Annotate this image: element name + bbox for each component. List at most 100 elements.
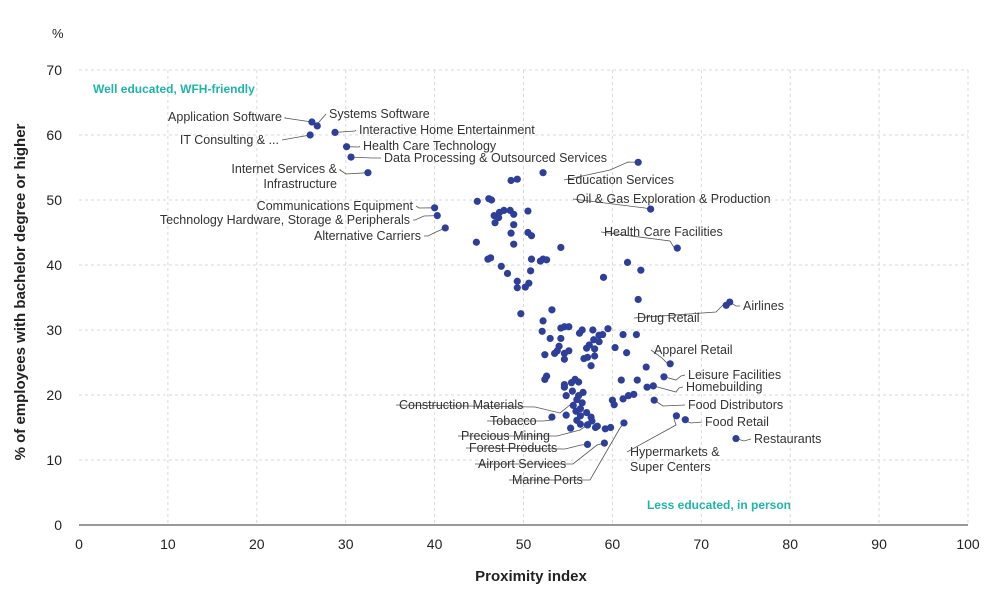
x-tick-label: 80 (782, 536, 798, 552)
data-point (527, 232, 536, 240)
y-tick-label: 0 (54, 517, 62, 533)
quadrant-label-top-left: Well educated, WFH-friendly (93, 82, 255, 96)
data-point (604, 325, 612, 333)
point-label: Health Care Facilities (604, 225, 723, 239)
axis-layer: 0 10 20 30 40 50 60 70 80 90 100 0 10 20 30 40 50 60 70 (46, 62, 979, 552)
data-point (607, 423, 615, 432)
data-point (513, 175, 521, 183)
leader-line (563, 161, 639, 181)
data-point (491, 219, 499, 227)
point-label: Airport Services (478, 457, 566, 471)
data-point (538, 327, 546, 335)
leader-line (413, 215, 438, 221)
point-label: Restaurants (754, 432, 821, 446)
labeled-data-point (433, 212, 441, 220)
labeled-data-point (650, 396, 658, 404)
y-tick-label: 40 (46, 257, 62, 273)
data-point (557, 243, 565, 252)
data-point (484, 255, 492, 263)
point-label: Precious Mining (461, 429, 550, 443)
x-tick-label: 10 (160, 536, 176, 552)
point-label: Communications Equipment (257, 199, 414, 213)
labeled-data-point (441, 224, 449, 232)
leader-line (284, 117, 312, 123)
point-label: Alternative Carriers (314, 229, 421, 243)
data-point (507, 176, 515, 185)
data-point (551, 349, 559, 357)
data-point (557, 334, 565, 343)
point-label: Technology Hardware, Storage & Periphera… (160, 213, 410, 227)
y-tick-label: 30 (46, 322, 62, 338)
labeled-data-point (548, 413, 556, 421)
y-unit-label: % (52, 26, 64, 41)
data-point (619, 330, 627, 339)
data-point (632, 330, 641, 339)
x-tick-label: 30 (338, 536, 354, 552)
data-point (630, 390, 638, 398)
data-point (583, 408, 591, 417)
data-point (575, 329, 584, 337)
point-label: Tobacco (490, 414, 537, 428)
data-point (634, 295, 642, 304)
labeled-data-point (573, 395, 581, 404)
data-point (560, 383, 568, 391)
data-point (589, 326, 597, 334)
labeled-data-point (666, 360, 674, 368)
point-label: Oil & Gas Exploration & Production (576, 192, 771, 206)
data-point (527, 267, 535, 275)
labeled-data-point (649, 382, 657, 390)
point-label: IT Consulting & ... (180, 133, 279, 147)
data-point (571, 375, 579, 383)
data-point (619, 395, 627, 403)
x-tick-label: 70 (694, 536, 710, 552)
leader-line (663, 374, 686, 381)
data-point (595, 338, 603, 346)
x-tick-label: 0 (75, 536, 83, 552)
data-point (513, 284, 521, 292)
point-label: Food Retail (705, 415, 769, 429)
data-point (642, 363, 650, 371)
labeled-data-point (672, 412, 681, 420)
labeled-data-point (634, 158, 642, 166)
data-point (562, 392, 570, 400)
grid-layer (79, 69, 969, 525)
labeled-data-point (364, 169, 372, 177)
data-point (510, 221, 518, 229)
data-point (548, 306, 556, 314)
data-point (572, 407, 580, 415)
y-tick-label: 10 (46, 452, 62, 468)
data-point (587, 362, 595, 370)
labeled-data-point (431, 204, 439, 212)
data-point (611, 343, 619, 352)
labeled-data-point (583, 421, 592, 429)
y-tick-label: 60 (46, 127, 62, 143)
data-point (567, 424, 575, 432)
quadrant-label-bottom-right: Less educated, in person (647, 498, 791, 512)
data-point (576, 420, 584, 428)
data-point (524, 207, 532, 215)
x-tick-label: 20 (249, 536, 265, 552)
leader-line (351, 156, 381, 159)
labeled-data-point (331, 128, 339, 136)
labeled-data-point (647, 205, 655, 213)
data-point (536, 257, 544, 265)
labeled-data-point (673, 244, 681, 252)
leader-line (475, 442, 605, 465)
data-point (591, 345, 599, 353)
labeled-data-point (681, 416, 689, 424)
leader-line (653, 399, 686, 407)
data-point (495, 213, 503, 222)
leader-line (424, 227, 446, 237)
data-point (546, 334, 554, 343)
data-point (593, 422, 601, 430)
x-tick-label: 50 (516, 536, 532, 552)
point-layer (306, 118, 740, 448)
data-point (539, 169, 547, 177)
data-point (580, 355, 588, 363)
data-point (472, 238, 480, 246)
data-point (560, 355, 568, 363)
leader-line (335, 129, 357, 133)
data-point (521, 283, 529, 291)
labeled-data-point (732, 434, 740, 443)
